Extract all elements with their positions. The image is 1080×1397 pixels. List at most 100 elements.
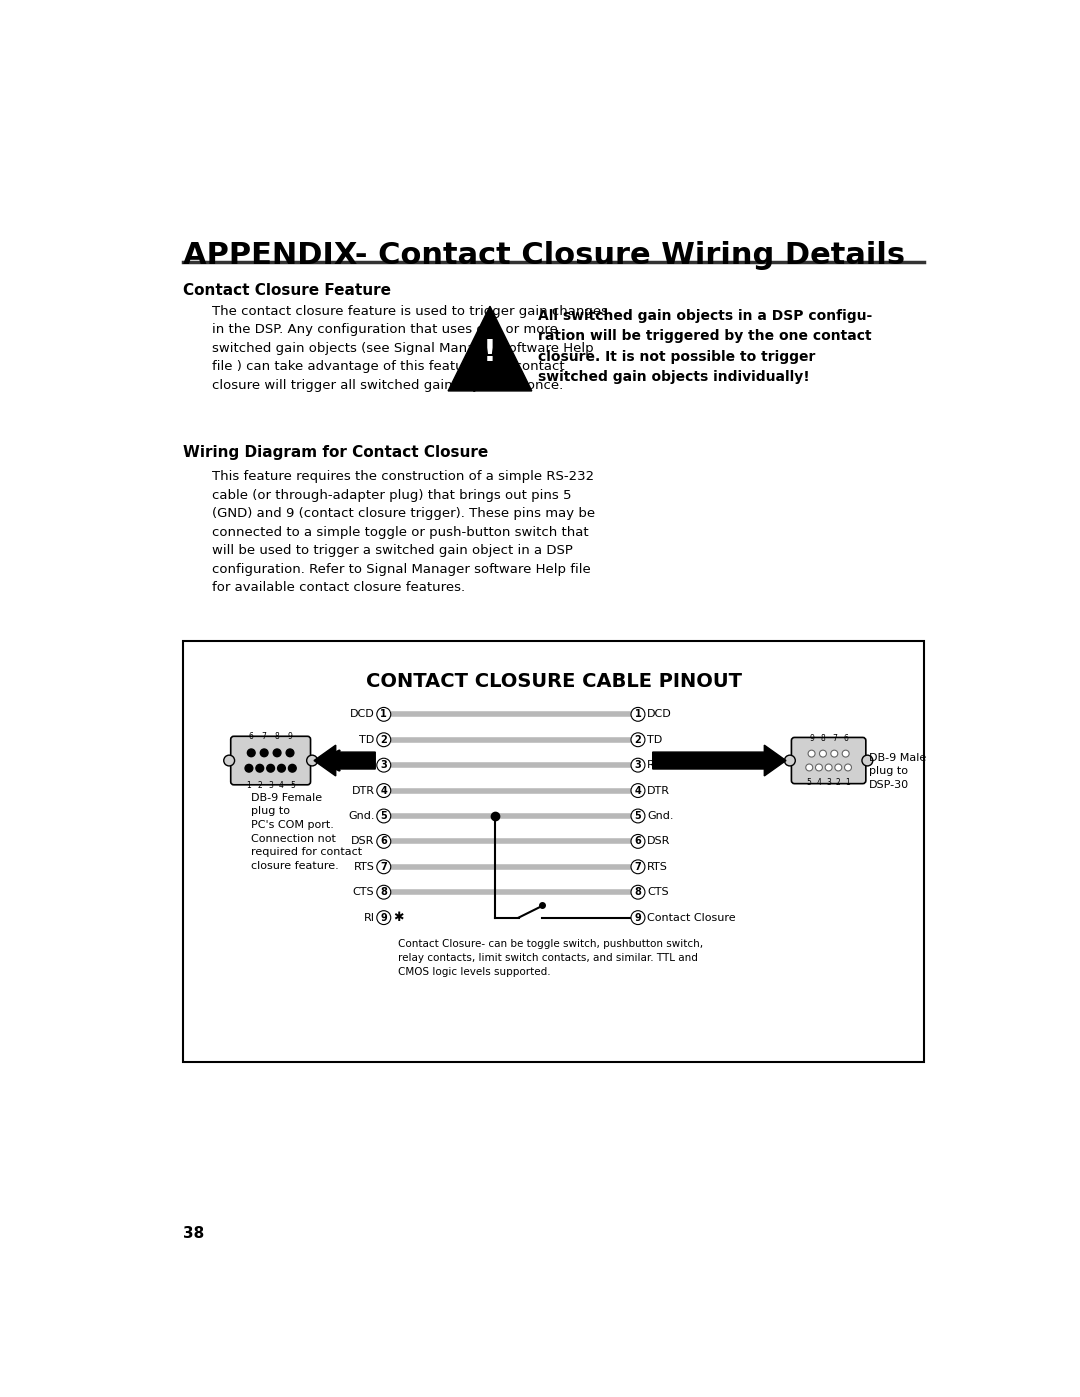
Text: 5: 5 <box>289 781 295 789</box>
Circle shape <box>377 861 391 873</box>
Circle shape <box>278 764 285 773</box>
Text: DSR: DSR <box>647 837 671 847</box>
Text: RD: RD <box>359 760 375 770</box>
Text: DB-9 Female
plug to
PC's COM port.
Connection not
required for contact
closure f: DB-9 Female plug to PC's COM port. Conne… <box>252 793 363 870</box>
Text: 7: 7 <box>832 733 837 743</box>
Text: 8: 8 <box>274 732 280 740</box>
Text: RTS: RTS <box>647 862 669 872</box>
Text: RD: RD <box>647 760 663 770</box>
Text: 6: 6 <box>635 837 642 847</box>
Text: ✱: ✱ <box>393 911 404 925</box>
Text: 2: 2 <box>836 778 840 788</box>
Text: TD: TD <box>647 735 662 745</box>
Text: 7: 7 <box>380 862 387 872</box>
Bar <box>183 641 924 1062</box>
Text: DTR: DTR <box>647 785 671 795</box>
Text: 6: 6 <box>380 837 387 847</box>
Text: DSR: DSR <box>351 837 375 847</box>
Text: 4: 4 <box>816 778 822 788</box>
Text: 1: 1 <box>380 710 387 719</box>
FancyArrow shape <box>652 745 786 775</box>
Circle shape <box>831 750 838 757</box>
Text: 38: 38 <box>183 1227 204 1242</box>
Text: CTS: CTS <box>353 887 375 897</box>
Text: 3: 3 <box>268 781 273 789</box>
Text: 8: 8 <box>635 887 642 897</box>
Circle shape <box>631 733 645 746</box>
Circle shape <box>862 756 873 766</box>
Text: 3: 3 <box>380 760 387 770</box>
Circle shape <box>286 749 294 757</box>
Circle shape <box>377 784 391 798</box>
Circle shape <box>224 756 234 766</box>
Circle shape <box>631 784 645 798</box>
Circle shape <box>273 749 281 757</box>
FancyBboxPatch shape <box>792 738 866 784</box>
Text: APPENDIX- Contact Closure Wiring Details: APPENDIX- Contact Closure Wiring Details <box>183 240 905 270</box>
Text: DB-9 Male
plug to
DSP-30: DB-9 Male plug to DSP-30 <box>869 753 927 791</box>
Text: TD: TD <box>360 735 375 745</box>
Text: 1: 1 <box>635 710 642 719</box>
Circle shape <box>631 834 645 848</box>
Circle shape <box>820 750 826 757</box>
Text: 6: 6 <box>843 733 848 743</box>
Text: 9: 9 <box>287 732 293 740</box>
Text: RI: RI <box>364 912 375 922</box>
Circle shape <box>288 764 296 773</box>
Text: 4: 4 <box>635 785 642 795</box>
FancyArrow shape <box>314 745 375 775</box>
Text: Gnd.: Gnd. <box>647 812 674 821</box>
Text: 2: 2 <box>380 735 387 745</box>
FancyBboxPatch shape <box>231 736 311 785</box>
Text: This feature requires the construction of a simple RS-232
cable (or through-adap: This feature requires the construction o… <box>213 471 596 594</box>
Polygon shape <box>448 306 531 391</box>
Text: 4: 4 <box>380 785 387 795</box>
Text: CTS: CTS <box>647 887 669 897</box>
Circle shape <box>267 764 274 773</box>
Text: RTS: RTS <box>353 862 375 872</box>
Text: 3: 3 <box>635 760 642 770</box>
Circle shape <box>256 764 264 773</box>
Circle shape <box>377 886 391 900</box>
Text: 3: 3 <box>826 778 832 788</box>
Circle shape <box>784 756 795 766</box>
Circle shape <box>307 756 318 766</box>
Text: Gnd.: Gnd. <box>348 812 375 821</box>
Text: !: ! <box>483 338 497 367</box>
Circle shape <box>377 733 391 746</box>
Circle shape <box>631 707 645 721</box>
Circle shape <box>845 764 851 771</box>
Circle shape <box>806 764 813 771</box>
Circle shape <box>377 911 391 925</box>
Text: DCD: DCD <box>350 710 375 719</box>
Text: The contact closure feature is used to trigger gain changes
in the DSP. Any conf: The contact closure feature is used to t… <box>213 305 608 391</box>
Text: 8: 8 <box>380 887 388 897</box>
Circle shape <box>631 911 645 925</box>
Circle shape <box>842 750 849 757</box>
Text: All switched gain objects in a DSP configu-
ration will be triggered by the one : All switched gain objects in a DSP confi… <box>538 309 873 384</box>
Text: 7: 7 <box>261 732 267 740</box>
Text: DCD: DCD <box>647 710 672 719</box>
Text: 7: 7 <box>635 862 642 872</box>
Text: Contact Closure: Contact Closure <box>647 912 735 922</box>
Text: 5: 5 <box>380 812 387 821</box>
Text: 8: 8 <box>821 733 825 743</box>
Text: Contact Closure Feature: Contact Closure Feature <box>183 284 391 298</box>
Text: 2: 2 <box>257 781 262 789</box>
Text: CONTACT CLOSURE CABLE PINOUT: CONTACT CLOSURE CABLE PINOUT <box>365 672 742 692</box>
Circle shape <box>835 764 841 771</box>
Circle shape <box>247 749 255 757</box>
Circle shape <box>631 809 645 823</box>
Circle shape <box>808 750 815 757</box>
Text: Contact Closure- can be toggle switch, pushbutton switch,
relay contacts, limit : Contact Closure- can be toggle switch, p… <box>399 939 704 977</box>
Circle shape <box>377 834 391 848</box>
Text: 5: 5 <box>807 778 812 788</box>
Text: 9: 9 <box>380 912 387 922</box>
Circle shape <box>245 764 253 773</box>
Text: 2: 2 <box>635 735 642 745</box>
Text: DTR: DTR <box>351 785 375 795</box>
Circle shape <box>631 861 645 873</box>
Text: 9: 9 <box>809 733 814 743</box>
Text: 9: 9 <box>635 912 642 922</box>
Text: 1: 1 <box>246 781 252 789</box>
